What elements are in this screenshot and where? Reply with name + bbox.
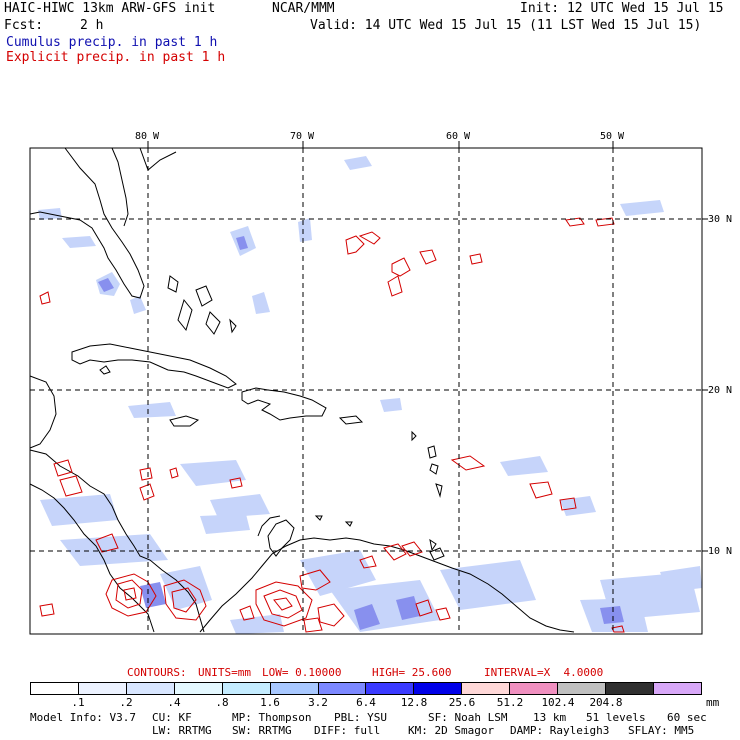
footer-km: KM: 2D Smagor bbox=[408, 724, 495, 737]
legend-swatch-2 bbox=[126, 683, 175, 694]
legend-swatch-10 bbox=[510, 683, 559, 694]
grid-lines bbox=[30, 148, 702, 634]
legend-swatch-11 bbox=[558, 683, 607, 694]
legend-swatch-8 bbox=[414, 683, 463, 694]
cumulus-precip-heavy bbox=[98, 236, 624, 630]
cumulus-precip-areas bbox=[38, 156, 702, 634]
lon-label-70w: 70 W bbox=[290, 131, 315, 142]
legend-units: mm bbox=[706, 696, 720, 709]
footer-lw: LW: RRTMG bbox=[152, 724, 212, 737]
valid-time: Valid: 14 UTC Wed 15 Jul 15 (11 LST Wed … bbox=[310, 18, 702, 33]
legend-swatch-9 bbox=[462, 683, 511, 694]
explicit-precip-contours bbox=[39, 217, 625, 633]
legend-swatch-12 bbox=[606, 683, 654, 694]
coastlines bbox=[29, 147, 575, 633]
legend-tick-label: .8 bbox=[215, 696, 229, 709]
legend-tick-label: 1.6 bbox=[260, 696, 280, 709]
legend-tick-label: 3.2 bbox=[308, 696, 328, 709]
footer-timestep: 60 sec bbox=[667, 711, 707, 724]
contours-units: UNITS=mm bbox=[198, 666, 251, 679]
footer-damp: DAMP: Rayleigh3 bbox=[510, 724, 610, 737]
precip-color-legend bbox=[30, 682, 702, 695]
legend-swatch-4 bbox=[222, 683, 271, 694]
lon-label-80w: 80 W bbox=[135, 131, 160, 142]
legend-swatch-1 bbox=[78, 683, 127, 694]
legend-swatch-13 bbox=[653, 683, 701, 694]
contours-interval: INTERVAL=X 4.0000 bbox=[484, 666, 604, 679]
legend-tick-label: 51.2 bbox=[496, 696, 524, 709]
forecast-hour: 2 h bbox=[80, 18, 104, 33]
legend-tick-label: .2 bbox=[119, 696, 133, 709]
explicit-label: Explicit precip. in past 1 h bbox=[6, 50, 226, 65]
legend-tick-label: 102.4 bbox=[541, 696, 575, 709]
map-ticks bbox=[147, 141, 708, 552]
model-title: HAIC-HIWC 13km ARW-GFS init bbox=[4, 1, 216, 16]
legend-tick-label: .4 bbox=[167, 696, 181, 709]
lat-label-10n: 10 N bbox=[708, 546, 733, 557]
footer-sf: SF: Noah LSM bbox=[428, 711, 508, 724]
footer-cu: CU: KF bbox=[152, 711, 192, 724]
legend-tick-label: 6.4 bbox=[356, 696, 376, 709]
lat-label-30n: 30 N bbox=[708, 214, 733, 225]
lat-label-20n: 20 N bbox=[708, 385, 733, 396]
contours-high: HIGH= 25.600 bbox=[372, 666, 452, 679]
legend-tick-label: 25.6 bbox=[448, 696, 476, 709]
forecast-label: Fcst: bbox=[4, 18, 44, 33]
legend-swatch-0 bbox=[31, 683, 79, 694]
lon-label-60w: 60 W bbox=[446, 131, 471, 142]
footer-diff: DIFF: full bbox=[314, 724, 381, 737]
legend-tick-label: 204.8 bbox=[589, 696, 623, 709]
footer-model-info: Model Info: V3.7 bbox=[30, 711, 136, 724]
cumulus-label: Cumulus precip. in past 1 h bbox=[6, 35, 218, 50]
footer-levels: 51 levels bbox=[586, 711, 646, 724]
contours-low: LOW= 0.10000 bbox=[262, 666, 342, 679]
contours-label: CONTOURS: bbox=[127, 666, 187, 679]
center-name: NCAR/MMM bbox=[272, 1, 335, 16]
lon-label-50w: 50 W bbox=[600, 131, 625, 142]
footer-resolution: 13 km bbox=[533, 711, 567, 724]
footer-mp: MP: Thompson bbox=[232, 711, 312, 724]
footer-sw: SW: RRTMG bbox=[232, 724, 292, 737]
legend-swatch-5 bbox=[270, 683, 319, 694]
legend-swatch-6 bbox=[318, 683, 367, 694]
footer-pbl: PBL: YSU bbox=[334, 711, 387, 724]
init-time: Init: 12 UTC Wed 15 Jul 15 bbox=[520, 1, 724, 16]
map-frame bbox=[29, 147, 703, 635]
legend-tick-label: .1 bbox=[71, 696, 85, 709]
legend-swatch-7 bbox=[366, 683, 415, 694]
footer-sflay: SFLAY: MM5 bbox=[628, 724, 695, 737]
legend-tick-label: 12.8 bbox=[400, 696, 428, 709]
legend-swatch-3 bbox=[174, 683, 223, 694]
